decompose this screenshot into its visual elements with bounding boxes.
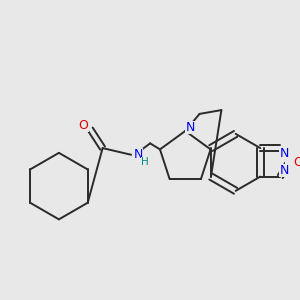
Text: O: O: [293, 156, 300, 169]
Text: N: N: [185, 121, 195, 134]
Text: O: O: [79, 119, 88, 132]
Text: N: N: [134, 148, 143, 161]
Text: H: H: [141, 158, 148, 167]
Text: N: N: [279, 164, 289, 177]
Text: N: N: [279, 147, 289, 160]
